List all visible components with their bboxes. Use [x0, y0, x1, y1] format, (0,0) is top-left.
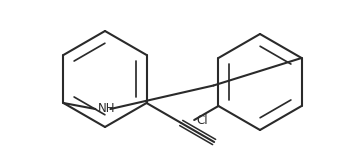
Text: Cl: Cl — [196, 113, 208, 127]
Text: NH: NH — [97, 102, 115, 116]
